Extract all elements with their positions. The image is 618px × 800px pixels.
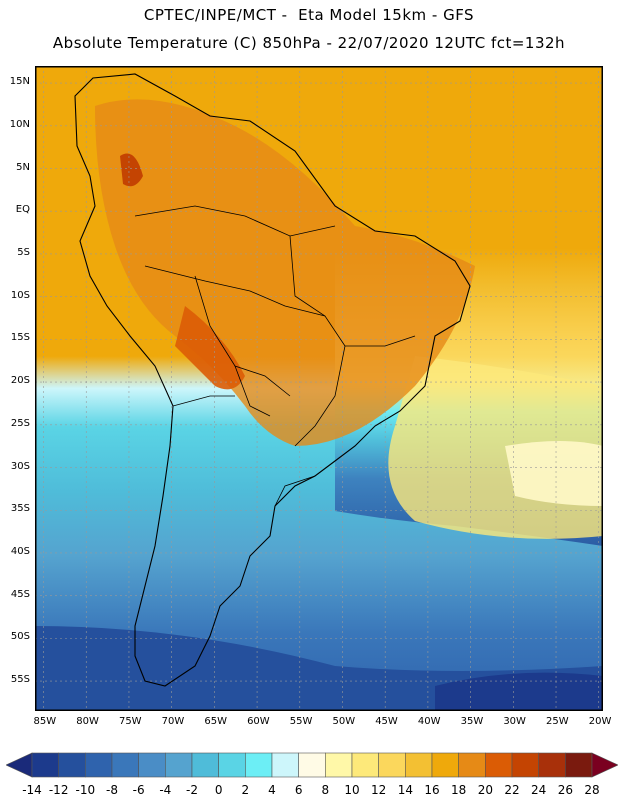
colorbar-segment — [538, 752, 566, 778]
colorbar-tick-label: 12 — [371, 783, 387, 797]
colorbar-tick-label: -10 — [75, 783, 96, 797]
colorbar-segment — [298, 752, 326, 778]
colorbar-tick-label: -6 — [132, 783, 145, 797]
andes-hot-spot — [120, 153, 143, 187]
colorbar-segment — [191, 752, 219, 778]
lon-tick-label: 50W — [332, 716, 356, 727]
colorbar-segment — [565, 752, 593, 778]
colorbar-segment — [458, 752, 486, 778]
colorbar-tick-label: 16 — [424, 783, 440, 797]
lon-tick-label: 65W — [204, 716, 227, 727]
lat-tick-label: EQ — [15, 204, 30, 216]
colorbar-tick-label: 4 — [268, 783, 276, 797]
colorbar-tick-label: 28 — [584, 783, 600, 797]
colorbar-segment — [511, 752, 539, 778]
continent-hot-core — [175, 306, 245, 390]
colorbar-tick-label: 14 — [397, 783, 413, 797]
lon-tick-label: 85W — [33, 716, 57, 727]
lat-tick-label: 10S — [10, 289, 30, 301]
map-title-line2: Absolute Temperature (C) 850hPa - 22/07/… — [52, 34, 566, 52]
colorbar-tick-label: 26 — [557, 783, 573, 797]
colorbar-segment — [405, 752, 433, 778]
colorbar-tick-label: -14 — [22, 783, 42, 797]
lat-tick-label: 45S — [10, 588, 30, 600]
colorbar-over-arrow — [591, 752, 618, 778]
colorbar-tick-label: -4 — [159, 783, 172, 797]
coastline — [74, 73, 471, 687]
colorbar-segment — [351, 752, 379, 778]
lon-tick-label: 20W — [588, 716, 612, 727]
lon-tick-label: 60W — [247, 716, 270, 727]
colorbar-segment — [325, 752, 353, 778]
lon-tick-label: 35W — [460, 716, 484, 727]
lat-tick-label: 10N — [9, 118, 30, 130]
lat-tick-label: 30S — [10, 460, 30, 472]
map-title-line1: CPTEC/INPE/MCT - Eta Model 15km - GFS — [143, 6, 475, 24]
colorbar-tick-label: 18 — [451, 783, 467, 797]
lon-tick-label: 75W — [118, 716, 142, 727]
lat-tick-label: 15N — [9, 76, 30, 88]
lat-tick-label: 35S — [10, 503, 30, 515]
colorbar-tick-label: 20 — [477, 783, 493, 797]
colorbar-segment — [138, 752, 166, 778]
lat-tick-label: 40S — [10, 545, 30, 557]
colorbar-segment — [165, 752, 193, 778]
lon-tick-label: 70W — [161, 716, 185, 727]
temperature-map — [35, 66, 603, 711]
lat-tick-label: 15S — [10, 332, 30, 344]
colorbar-segment — [218, 752, 246, 778]
lat-tick-label: 55S — [10, 674, 30, 686]
lon-tick-label: 80W — [76, 716, 99, 727]
colorbar-segment — [431, 752, 459, 778]
lat-tick-label: 5N — [16, 161, 30, 173]
colorbar-segment — [245, 752, 273, 778]
colorbar-tick-label: -12 — [48, 783, 69, 797]
lon-tick-label: 30W — [503, 716, 526, 727]
colorbar-segment — [111, 752, 139, 778]
continent-interior-warm — [95, 99, 475, 447]
colorbar-segment — [271, 752, 299, 778]
lat-tick-label: 50S — [10, 631, 30, 643]
colorbar-tick-label: 2 — [241, 783, 250, 797]
colorbar-segment — [31, 752, 59, 778]
southern-very-cold-region — [435, 672, 603, 711]
colorbar-tick-label: 8 — [321, 783, 330, 797]
colorbar-tick-label: -8 — [106, 783, 118, 797]
lon-tick-label: 40W — [417, 716, 441, 727]
colorbar-segment — [485, 752, 513, 778]
country-borders — [134, 205, 416, 507]
atlantic-pale-patch — [505, 441, 603, 506]
colorbar-segment — [378, 752, 406, 778]
temperature-colorbar — [6, 752, 618, 778]
lat-tick-label: 5S — [17, 246, 30, 258]
colorbar-tick-label: 22 — [504, 783, 520, 797]
lon-tick-label: 55W — [289, 716, 313, 727]
map-border — [35, 66, 603, 711]
colorbar-tick-label: 10 — [344, 783, 360, 797]
colorbar-tick-label: 6 — [294, 783, 303, 797]
colorbar-tick-label: -2 — [186, 783, 198, 797]
colorbar-tick-label: 24 — [531, 783, 547, 797]
colorbar-segment — [85, 752, 113, 778]
lat-tick-label: 25S — [10, 417, 30, 429]
lon-tick-label: 25W — [546, 716, 569, 727]
colorbar-under-arrow — [6, 752, 33, 778]
colorbar-segment — [58, 752, 86, 778]
lat-tick-label: 20S — [10, 375, 30, 387]
lon-tick-label: 45W — [375, 716, 398, 727]
colorbar-tick-label: 0 — [214, 783, 223, 797]
